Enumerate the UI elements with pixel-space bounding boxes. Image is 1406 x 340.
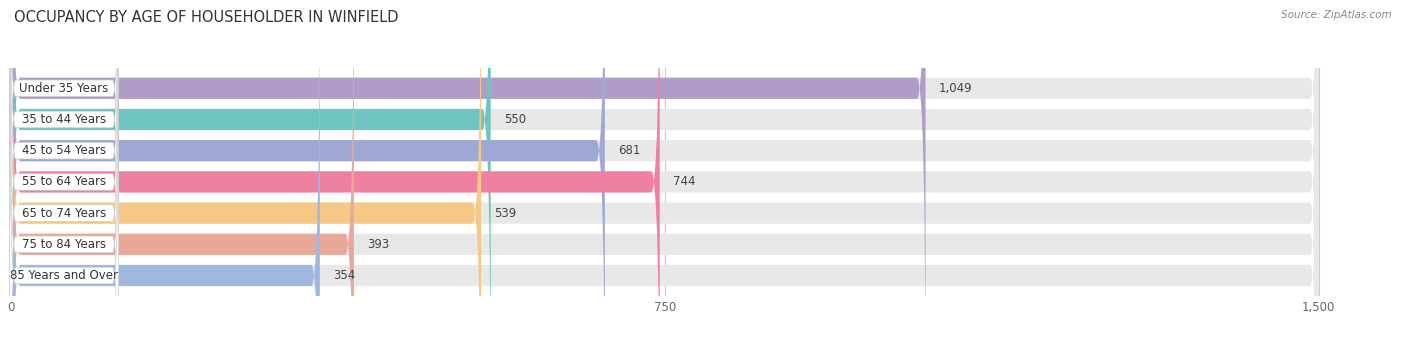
- FancyBboxPatch shape: [11, 0, 354, 340]
- FancyBboxPatch shape: [10, 0, 118, 340]
- Text: 1,049: 1,049: [939, 82, 972, 95]
- FancyBboxPatch shape: [11, 0, 605, 340]
- FancyBboxPatch shape: [11, 0, 1319, 340]
- Text: 393: 393: [367, 238, 389, 251]
- FancyBboxPatch shape: [10, 3, 118, 340]
- Text: 65 to 74 Years: 65 to 74 Years: [22, 207, 107, 220]
- Text: 681: 681: [617, 144, 640, 157]
- Text: 45 to 54 Years: 45 to 54 Years: [22, 144, 107, 157]
- Text: Source: ZipAtlas.com: Source: ZipAtlas.com: [1281, 10, 1392, 20]
- Text: Under 35 Years: Under 35 Years: [20, 82, 108, 95]
- Text: 35 to 44 Years: 35 to 44 Years: [22, 113, 107, 126]
- FancyBboxPatch shape: [11, 0, 1319, 340]
- Text: 539: 539: [494, 207, 516, 220]
- FancyBboxPatch shape: [11, 0, 491, 340]
- FancyBboxPatch shape: [10, 0, 118, 299]
- FancyBboxPatch shape: [11, 0, 925, 340]
- FancyBboxPatch shape: [10, 65, 118, 340]
- FancyBboxPatch shape: [11, 0, 659, 340]
- FancyBboxPatch shape: [10, 0, 118, 340]
- FancyBboxPatch shape: [11, 0, 1319, 340]
- FancyBboxPatch shape: [11, 0, 1319, 340]
- Text: 75 to 84 Years: 75 to 84 Years: [22, 238, 107, 251]
- FancyBboxPatch shape: [11, 0, 481, 340]
- FancyBboxPatch shape: [11, 0, 1319, 340]
- Text: 744: 744: [673, 175, 696, 188]
- FancyBboxPatch shape: [10, 34, 118, 340]
- FancyBboxPatch shape: [10, 0, 118, 330]
- FancyBboxPatch shape: [11, 0, 1319, 340]
- Text: 550: 550: [503, 113, 526, 126]
- Text: 354: 354: [333, 269, 356, 282]
- Text: 55 to 64 Years: 55 to 64 Years: [22, 175, 107, 188]
- Text: 85 Years and Over: 85 Years and Over: [10, 269, 118, 282]
- Text: OCCUPANCY BY AGE OF HOUSEHOLDER IN WINFIELD: OCCUPANCY BY AGE OF HOUSEHOLDER IN WINFI…: [14, 10, 398, 25]
- FancyBboxPatch shape: [11, 0, 1319, 340]
- FancyBboxPatch shape: [11, 0, 321, 340]
